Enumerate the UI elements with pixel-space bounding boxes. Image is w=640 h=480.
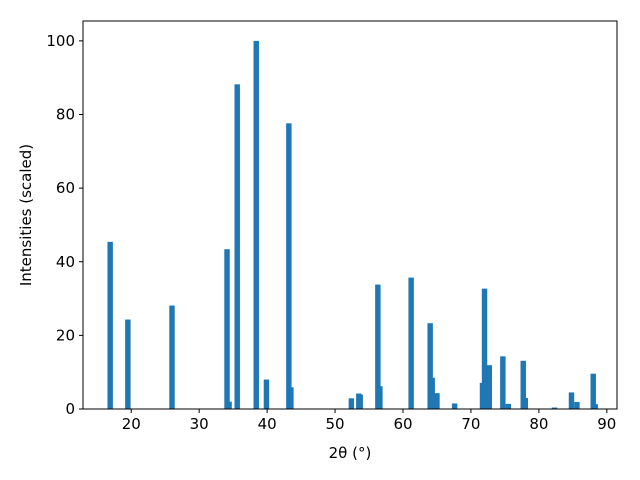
y-tick-label: 100 <box>46 32 75 50</box>
bar <box>427 323 433 409</box>
bar <box>253 40 259 409</box>
x-tick-label: 60 <box>393 415 412 433</box>
bar <box>408 277 414 409</box>
bar <box>574 402 580 409</box>
bar <box>348 398 355 409</box>
bar <box>486 365 492 409</box>
bar <box>263 379 270 409</box>
bar <box>551 407 558 409</box>
bar <box>125 319 131 409</box>
bar <box>522 397 528 409</box>
plot-frame <box>82 20 618 410</box>
y-tick-label: 80 <box>56 106 75 124</box>
bar <box>226 401 232 409</box>
bar <box>592 404 598 409</box>
x-tick-label: 30 <box>190 415 209 433</box>
x-tick-label: 40 <box>258 415 277 433</box>
bar <box>286 123 292 409</box>
bar <box>434 393 440 409</box>
y-axis-label: Intensities (scaled) <box>17 144 35 286</box>
x-tick-label: 50 <box>326 415 345 433</box>
bar <box>288 387 294 409</box>
bar <box>451 403 458 409</box>
bar <box>107 241 113 409</box>
bar <box>224 249 230 409</box>
y-tick-label: 60 <box>56 179 75 197</box>
bar <box>590 373 596 409</box>
bar <box>429 377 435 409</box>
bar <box>500 356 506 409</box>
bar <box>505 403 512 409</box>
bar <box>520 360 526 409</box>
bar <box>377 386 383 409</box>
bar <box>169 305 175 409</box>
bar <box>568 392 575 409</box>
y-tick-label: 40 <box>56 253 75 271</box>
bar <box>481 288 488 409</box>
bar <box>375 284 381 409</box>
x-tick-label: 70 <box>461 415 480 433</box>
y-tick-label: 20 <box>56 326 75 344</box>
x-tick-label: 90 <box>597 415 616 433</box>
x-tick-label: 80 <box>529 415 548 433</box>
bar <box>234 84 240 409</box>
x-tick-label: 20 <box>122 415 141 433</box>
bar <box>357 394 363 409</box>
y-tick-label: 0 <box>65 400 75 418</box>
x-axis-label: 2θ (°) <box>329 444 372 462</box>
